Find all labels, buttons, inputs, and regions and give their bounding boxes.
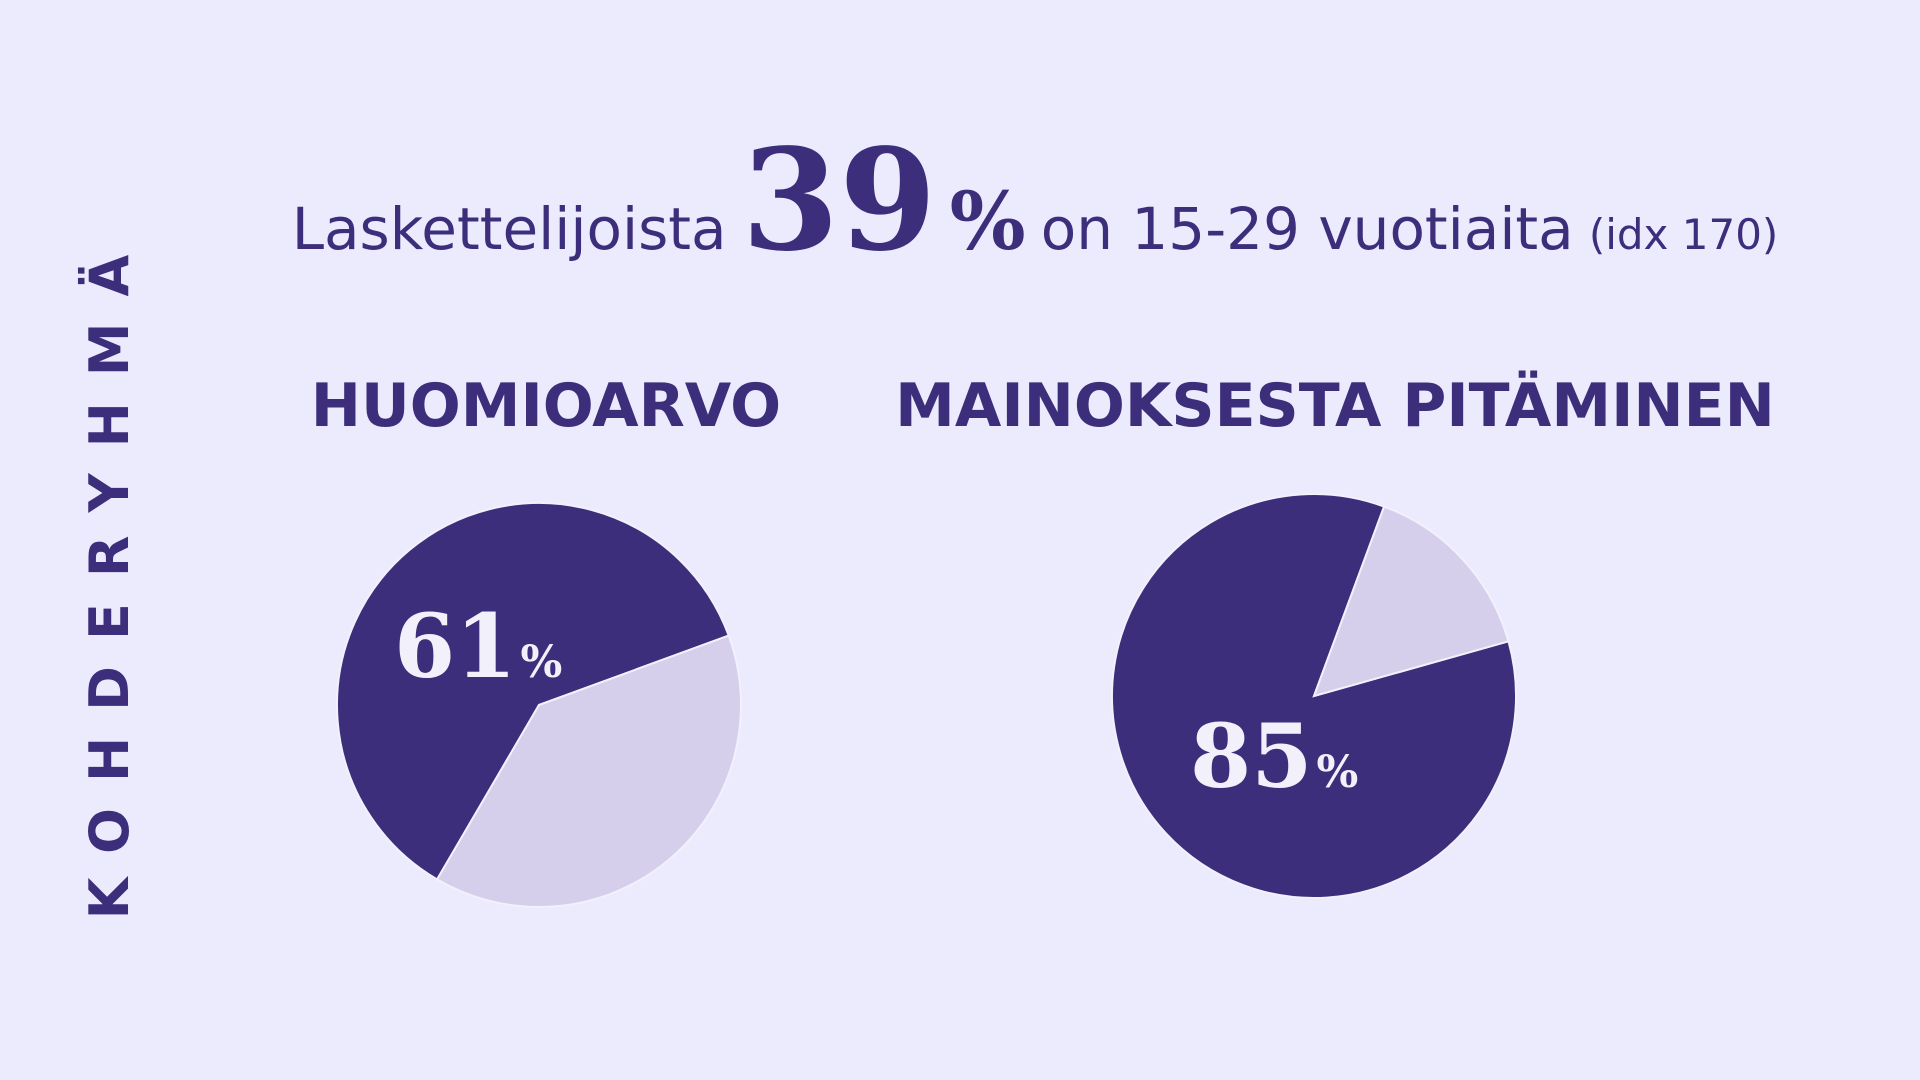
pie-slice (1312, 505, 1510, 698)
headline-note: (idx 170) (1589, 210, 1778, 259)
chart-title: HUOMIOARVO (311, 371, 781, 441)
headline-unit: % (950, 174, 1026, 268)
value-label: 85% (1190, 704, 1358, 808)
pie-slice (336, 502, 730, 881)
value-label-unit: % (1316, 747, 1358, 798)
value-label-number: 85 (1190, 704, 1312, 808)
value-label-number: 61 (394, 594, 516, 698)
headline-suffix: on 15-29 vuotiaita (1041, 195, 1574, 263)
headline: Laskettelijoista 39 % on 15-29 vuotiaita… (292, 119, 1779, 283)
pie-slice (435, 634, 742, 908)
value-label-unit: % (520, 637, 562, 688)
side-label: KOHDERYHMÄ (78, 229, 141, 920)
headline-prefix: Laskettelijoista (292, 195, 727, 263)
chart-title: MAINOKSESTA PITÄMINEN (895, 369, 1775, 441)
value-label: 61% (394, 594, 562, 698)
headline-value: 39 (742, 119, 937, 283)
